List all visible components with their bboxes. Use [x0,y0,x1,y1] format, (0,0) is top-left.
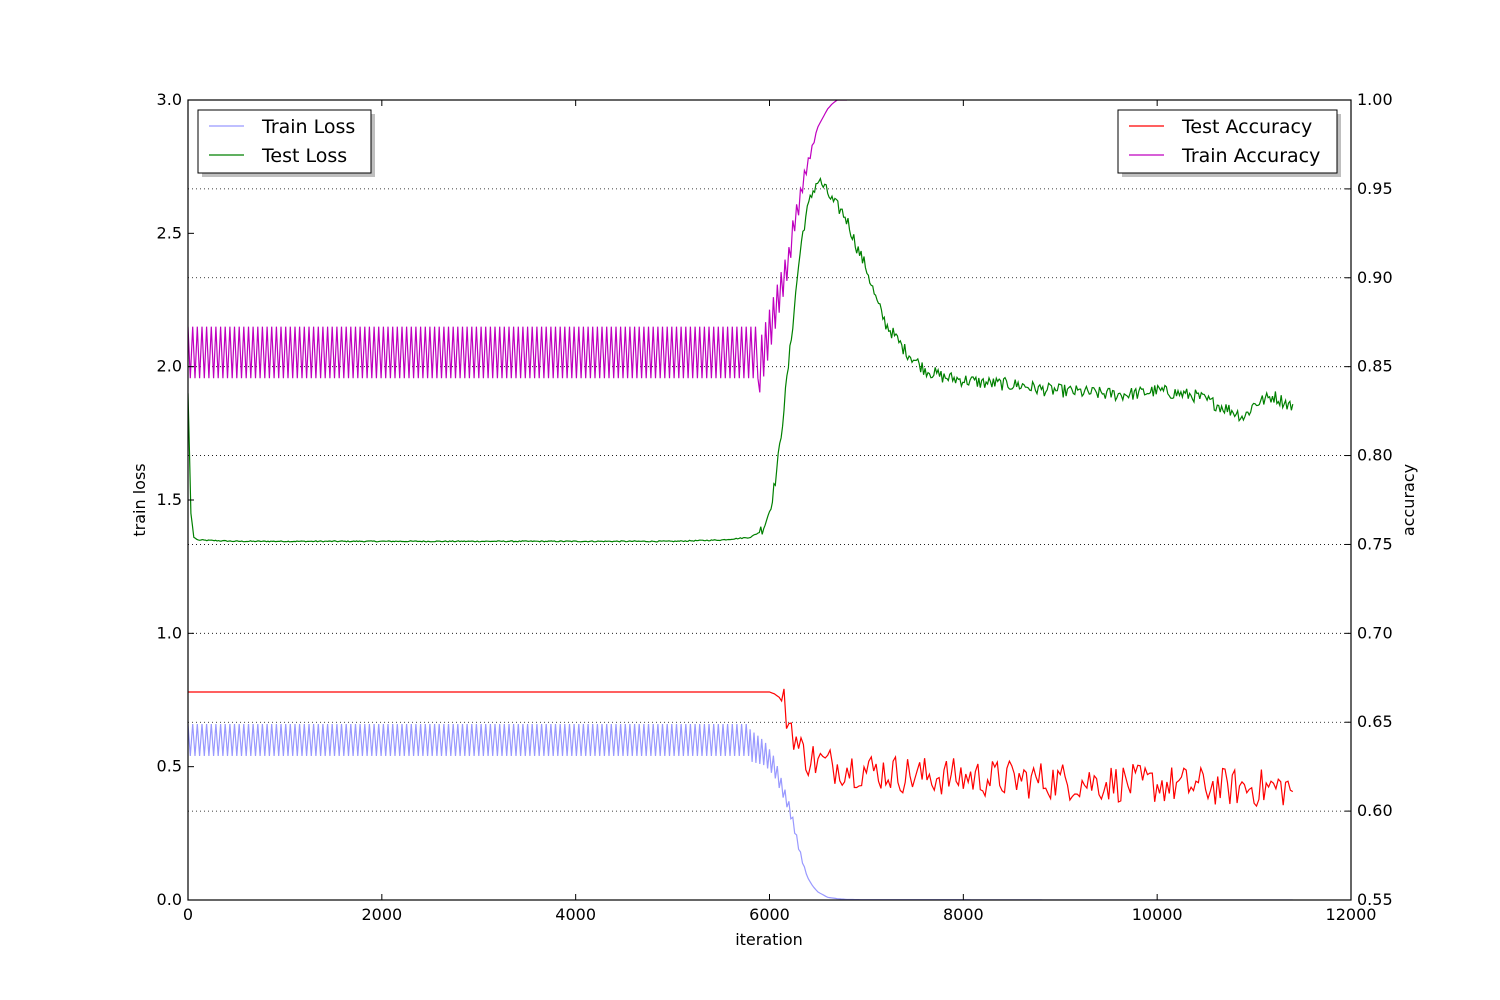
y-axis-left-title: train loss [130,463,149,536]
legend-right-box [1117,109,1338,174]
y-right-tick-label: 0.80 [1357,446,1393,465]
axes: 0 2000 4000 6000 8000 10000 12000 0.0 0.5 1.0 1.5 2… [157,90,1393,924]
series-group [188,100,1294,900]
y-right-tick-label: 1.00 [1357,90,1393,109]
y-left-tick-label: 2.5 [157,223,182,242]
legend-label-test-loss: Test Loss [261,145,347,167]
x-tick-label: 12000 [1326,905,1377,924]
legend-label-train-loss: Train Loss [261,116,355,138]
y-right-tick-label: 0.75 [1357,534,1393,553]
y-left-tick-label: 0.0 [157,890,182,909]
x-tick-label: 0 [183,905,193,924]
legend-left-box [197,109,372,174]
y-right-tick-label: 0.55 [1357,890,1393,909]
series-line-test-accuracy [188,688,1294,808]
y-left-tick-label: 0.5 [157,757,182,776]
y-right-tick-label: 0.60 [1357,801,1393,820]
series-line-train-accuracy [188,100,847,393]
x-tick-label: 6000 [749,905,790,924]
legend-right: Test Accuracy Train Accuracy [1117,109,1341,177]
x-tick-label: 8000 [943,905,984,924]
y-axis-right-title: accuracy [1399,464,1418,536]
series-line-train-loss [188,723,1293,900]
y-right-tick-label: 0.70 [1357,623,1393,642]
y-right-tick-label: 0.65 [1357,712,1393,731]
y-left-tick-label: 3.0 [157,90,182,109]
y-left-tick-label: 1.5 [157,490,182,509]
plot-background [188,100,1351,900]
y-right-tick-label: 0.90 [1357,268,1393,287]
y-right-tick-label: 0.85 [1357,357,1393,376]
y-right-tick-label: 0.95 [1357,179,1393,198]
x-tick-label: 10000 [1132,905,1183,924]
x-axis-title: iteration [735,930,803,949]
legend-left: Train Loss Test Loss [197,109,375,177]
legend-label-train-accuracy: Train Accuracy [1181,145,1320,167]
x-tick-label: 4000 [555,905,596,924]
y-left-tick-label: 2.0 [157,357,182,376]
legend-label-test-accuracy: Test Accuracy [1181,116,1312,138]
x-tick-label: 2000 [361,905,402,924]
y-left-tick-label: 1.0 [157,623,182,642]
series-line-test-loss [188,176,1294,543]
